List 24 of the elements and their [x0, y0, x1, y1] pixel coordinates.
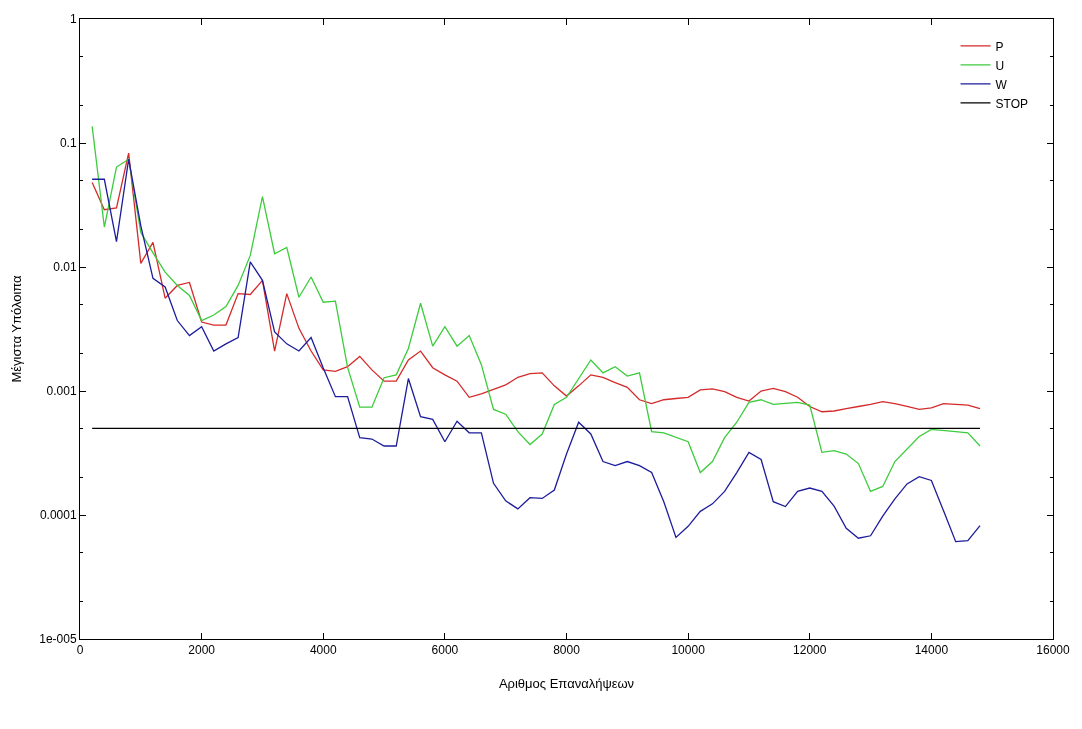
legend-label: P	[995, 39, 1004, 54]
y-tick-label: 0.01	[53, 260, 77, 275]
y-axis-title: Μέγιστα Υπόλοιπα	[9, 274, 25, 383]
legend-label: STOP	[995, 96, 1029, 111]
legend-label: W	[995, 77, 1008, 92]
x-tick-label: 0	[76, 643, 84, 658]
line-series	[91, 158, 981, 543]
y-tick-label: 0.001	[46, 384, 77, 399]
x-tick-label: 14000	[914, 643, 949, 658]
y-tick-label: 1e-005	[39, 632, 77, 647]
x-tick-label: 2000	[188, 643, 216, 658]
y-tick-label: 0.0001	[39, 508, 77, 523]
line-series	[91, 152, 981, 413]
legend-label: U	[995, 58, 1005, 73]
x-tick-label: 4000	[309, 643, 337, 658]
x-tick-label: 8000	[553, 643, 581, 658]
x-tick-label: 12000	[793, 643, 827, 658]
x-tick-label: 16000	[1036, 643, 1071, 658]
line-series	[91, 125, 981, 493]
y-tick-label: 1	[69, 12, 77, 27]
y-tick-label: 0.1	[59, 136, 77, 151]
x-tick-label: 6000	[431, 643, 459, 658]
x-axis-title: Αριθμος Επαναλήψεων	[498, 676, 635, 691]
x-tick-label: 10000	[671, 643, 706, 658]
